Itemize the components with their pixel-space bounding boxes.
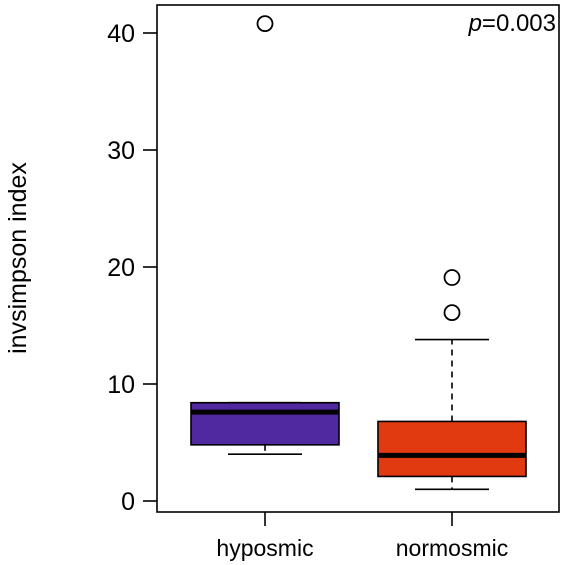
y-axis-title: invsimpson index xyxy=(4,162,32,354)
y-tick-label: 0 xyxy=(121,488,135,516)
boxes xyxy=(190,15,527,491)
x-category-label: hyposmic xyxy=(216,535,313,561)
p-value-symbol: p xyxy=(468,10,482,37)
p-value-annotation: p=0.003 xyxy=(468,10,556,37)
y-axis: 0 10 20 30 40 xyxy=(107,20,157,516)
p-value-number: =0.003 xyxy=(482,10,556,37)
y-tick-label: 20 xyxy=(107,254,135,282)
box-normosmic xyxy=(377,420,527,478)
plot-frame xyxy=(156,4,560,513)
box-hyposmic xyxy=(190,401,340,446)
y-tick-label: 40 xyxy=(107,20,135,48)
outlier-point xyxy=(443,304,461,322)
outlier-point xyxy=(443,269,461,286)
outlier-point xyxy=(256,15,274,33)
x-axis: hyposmic normosmic xyxy=(216,512,508,561)
y-tick-label: 30 xyxy=(107,137,135,165)
x-category-label: normosmic xyxy=(396,535,508,561)
y-tick-label: 10 xyxy=(107,371,135,399)
